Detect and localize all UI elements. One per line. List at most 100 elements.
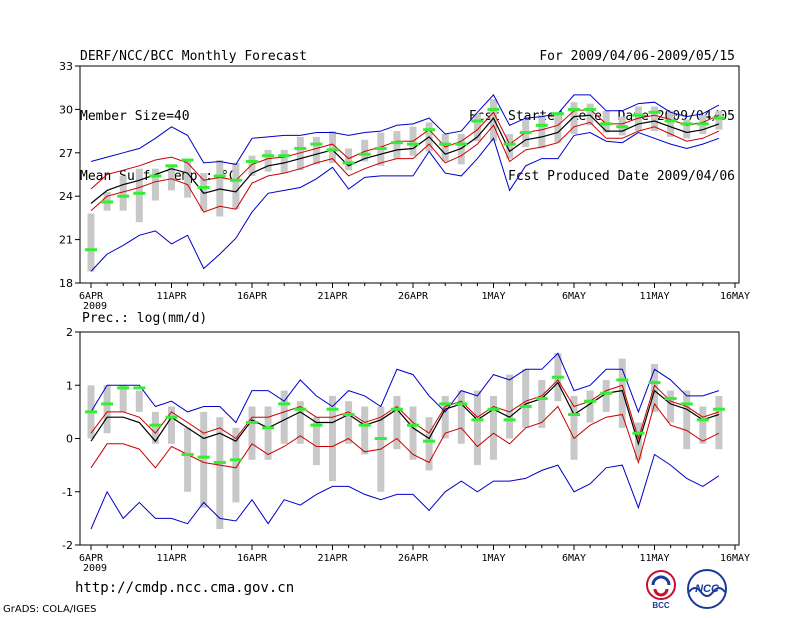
temp-ytick-label-5: 33 (59, 60, 73, 73)
temp-box-17 (361, 139, 369, 162)
temp-median-9 (229, 178, 242, 182)
prec-box-33 (618, 358, 626, 428)
prec-box-34 (634, 422, 642, 460)
temp-line-upper (90, 108, 720, 190)
temp-median-29 (551, 112, 564, 116)
prec-box-5 (168, 406, 175, 444)
temp-median-15 (326, 148, 339, 152)
temp-median-6 (181, 158, 194, 162)
member-size-label: Member Size=40 (80, 109, 190, 124)
ncc-logo-text: NCC (695, 583, 720, 595)
chart-title: DERF/NCC/BCC Monthly Forecast (80, 49, 307, 64)
temp-box-22 (441, 133, 449, 162)
prec-median-15 (326, 407, 339, 411)
temp-box-10 (248, 155, 256, 176)
temp-box-26 (506, 133, 514, 159)
temp-box-9 (232, 162, 240, 210)
prec-line-upper (90, 379, 720, 441)
temp-median-2 (117, 194, 130, 198)
prec-median-24 (471, 418, 484, 422)
prec-box-30 (570, 395, 578, 460)
temp-median-24 (471, 119, 484, 123)
prec-median-10 (246, 421, 258, 425)
temp-median-28 (535, 123, 548, 127)
prec-box-8 (216, 417, 224, 530)
temp-median-17 (358, 152, 371, 156)
prec-line-mean (90, 381, 720, 446)
temp-box-8 (216, 160, 224, 217)
temp-median-19 (390, 141, 403, 145)
temp-box-24 (473, 113, 481, 142)
temp-median-27 (519, 131, 532, 135)
temp-median-31 (584, 107, 597, 111)
temp-median-11 (262, 154, 275, 158)
temp-ytick-label-4: 30 (59, 103, 73, 116)
prec-median-21 (423, 439, 436, 443)
prec-median-39 (712, 407, 725, 411)
prec-median-32 (600, 391, 613, 395)
bcc-logo-icon: BCC (646, 570, 676, 610)
prec-box-21 (425, 417, 433, 471)
prec-median-30 (568, 413, 580, 417)
temp-box-19 (393, 131, 401, 159)
temp-median-38 (696, 122, 709, 126)
prec-box-16 (345, 401, 353, 444)
temp-median-30 (568, 107, 580, 111)
temp-median-4 (149, 174, 162, 178)
prec-box-10 (248, 406, 256, 460)
temp-xtick-label-6: 6MAY (562, 291, 586, 302)
prec-box-22 (441, 395, 449, 439)
prec-median-9 (229, 458, 242, 462)
prec-median-36 (664, 397, 677, 401)
temp-median-16 (342, 161, 355, 165)
footer-url[interactable]: http://cmdp.ncc.cma.gov.cn (75, 580, 295, 596)
prec-median-23 (455, 402, 468, 406)
temp-median-7 (197, 186, 210, 190)
prec-median-31 (584, 399, 597, 403)
ncc-logo-icon: NCC (687, 569, 727, 609)
prec-ytick-label-3: 1 (66, 379, 73, 392)
temp-median-5 (165, 164, 178, 168)
prec-xtick-label-4: 26APR (398, 553, 429, 564)
prec-median-1 (101, 402, 114, 406)
temp-median-26 (503, 142, 516, 146)
prec-box-26 (506, 374, 514, 439)
temp-box-7 (200, 173, 208, 211)
prec-ytick-label-1: -1 (62, 486, 73, 499)
temp-median-36 (664, 119, 677, 123)
prec-median-26 (503, 418, 516, 422)
prec-box-32 (602, 379, 610, 412)
temp-median-0 (85, 248, 97, 252)
temp-box-11 (264, 149, 272, 172)
temp-median-35 (648, 110, 661, 114)
temp-box-30 (570, 102, 578, 134)
prec-median-12 (278, 402, 291, 406)
prec-box-6 (184, 427, 192, 492)
temp-median-32 (600, 122, 613, 126)
temp-plot-frame (79, 65, 740, 284)
prec-xtick-label-3: 21APR (317, 553, 348, 564)
prec-box-15 (329, 395, 336, 482)
prec-median-25 (487, 407, 500, 411)
prec-line-min (90, 453, 720, 530)
temp-median-3 (133, 191, 146, 195)
prec-box-4 (151, 411, 159, 444)
prec-box-13 (296, 401, 304, 444)
prec-box-7 (200, 411, 208, 508)
temp-xtick-year-0: 2009 (83, 301, 107, 312)
prec-xtick-label-1: 11APR (156, 553, 187, 564)
prec-box-38 (699, 406, 707, 444)
prec-box-25 (490, 395, 497, 460)
temp-box-15 (329, 131, 336, 163)
prec-ytick-label-4: 2 (66, 326, 73, 339)
prec-line-lower (90, 402, 720, 469)
prec-median-28 (535, 397, 548, 401)
prec-ytick-label-0: -2 (62, 539, 73, 552)
temp-xtick-label-5: 1MAY (481, 291, 505, 302)
prec-box-36 (667, 390, 675, 423)
prec-box-39 (715, 395, 723, 450)
temp-xtick-label-0: 6APR (79, 291, 104, 302)
prec-median-14 (310, 423, 323, 427)
temp-box-28 (538, 115, 546, 149)
prec-xtick-year-0: 2009 (83, 563, 107, 574)
